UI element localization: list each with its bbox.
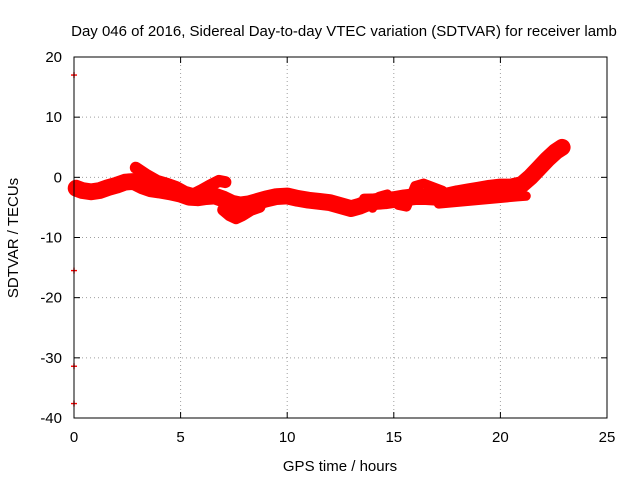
data-point xyxy=(96,187,103,194)
data-point xyxy=(190,191,197,198)
data-point xyxy=(113,182,120,189)
data-point xyxy=(497,183,504,190)
axis-ticks xyxy=(73,56,608,419)
data-point xyxy=(215,177,222,184)
data-point xyxy=(130,178,137,185)
data-point xyxy=(139,182,146,189)
data-point xyxy=(228,200,235,207)
data-point xyxy=(412,182,419,189)
data-point xyxy=(395,202,402,209)
data-point xyxy=(369,205,376,212)
x-tick-label: 0 xyxy=(70,429,78,446)
y-tick-label: 20 xyxy=(45,49,62,66)
data-point xyxy=(156,186,163,193)
data-point xyxy=(403,203,410,210)
data-point xyxy=(337,202,344,209)
data-point xyxy=(79,187,86,194)
data-point xyxy=(284,192,291,199)
y-tick-label: 0 xyxy=(54,169,62,186)
data-point xyxy=(326,199,333,206)
data-point xyxy=(147,185,154,192)
data-point xyxy=(273,193,280,200)
plot-frame xyxy=(73,56,608,419)
data-point xyxy=(237,202,244,209)
data-point xyxy=(518,181,525,188)
data-point xyxy=(356,203,363,210)
x-tick-label: 25 xyxy=(599,429,616,446)
data-point xyxy=(439,187,446,194)
data-point xyxy=(348,205,355,212)
tick-labels: 0 5 10 15 20 25 -40 -30 -20 -10 0 10 20 xyxy=(40,49,615,446)
data-point xyxy=(226,212,233,219)
data-point xyxy=(384,191,391,198)
y-tick-label: -10 xyxy=(40,230,62,247)
data-point xyxy=(294,195,301,202)
data-point xyxy=(143,171,150,178)
data-point xyxy=(316,198,323,205)
data-point xyxy=(105,184,112,191)
data-point xyxy=(535,165,542,172)
data-point xyxy=(207,182,214,189)
data-point xyxy=(247,206,254,213)
data-point xyxy=(88,188,95,195)
y-tick-label: 10 xyxy=(45,109,62,126)
x-axis-title: GPS time / hours xyxy=(283,458,397,475)
data-point xyxy=(375,193,382,200)
y-tick-label: -40 xyxy=(40,410,62,427)
data-point xyxy=(256,203,263,210)
y-axis-title: SDTVAR / TECUs xyxy=(5,178,22,298)
data-point xyxy=(559,144,566,151)
x-tick-label: 15 xyxy=(385,429,402,446)
chart-title: Day 046 of 2016, Sidereal Day-to-day VTE… xyxy=(71,23,617,40)
data-point xyxy=(122,179,129,186)
data-point xyxy=(486,185,493,192)
x-tick-label: 10 xyxy=(279,429,296,446)
y-tick-label: -20 xyxy=(40,290,62,307)
data-point xyxy=(222,179,229,186)
data-point xyxy=(220,206,227,213)
data-point xyxy=(233,215,240,222)
data-point xyxy=(164,180,171,187)
data-point xyxy=(173,183,180,190)
y-tick-label: -30 xyxy=(40,350,62,367)
data-point xyxy=(508,183,515,190)
data-point xyxy=(154,177,161,184)
data-point xyxy=(262,195,269,202)
data-point xyxy=(522,192,529,199)
data-point xyxy=(239,212,246,219)
data-point xyxy=(220,195,227,202)
data-point xyxy=(211,192,218,199)
x-tick-label: 5 xyxy=(176,429,184,446)
data-point xyxy=(435,200,442,207)
data-point xyxy=(132,164,139,171)
data-point xyxy=(527,174,534,181)
data-point xyxy=(420,180,427,187)
data-point xyxy=(181,188,188,195)
data-point xyxy=(544,156,551,163)
data-point xyxy=(203,193,210,200)
data-series xyxy=(67,72,571,407)
data-point xyxy=(552,148,559,155)
grid-lines xyxy=(74,57,607,418)
x-tick-label: 20 xyxy=(492,429,509,446)
series-band xyxy=(359,178,531,213)
data-point xyxy=(305,197,312,204)
data-point xyxy=(514,193,521,200)
data-point xyxy=(198,186,205,193)
data-point xyxy=(360,195,367,202)
